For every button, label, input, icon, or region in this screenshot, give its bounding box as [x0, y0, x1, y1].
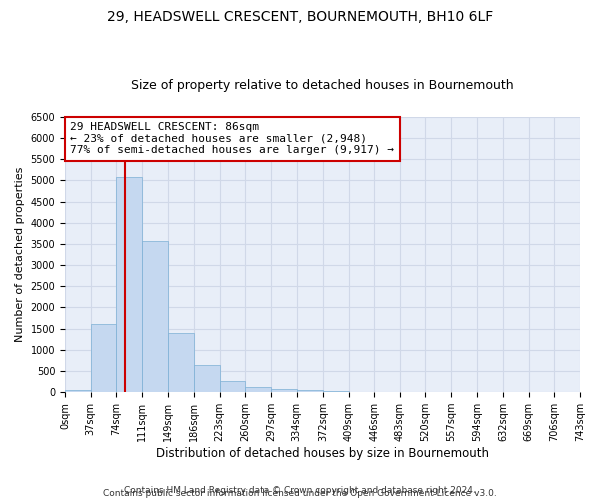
Bar: [220, 380, 245, 392]
Y-axis label: Number of detached properties: Number of detached properties: [15, 167, 25, 342]
X-axis label: Distribution of detached houses by size in Bournemouth: Distribution of detached houses by size …: [156, 447, 489, 460]
Bar: [65, 390, 91, 392]
Bar: [116, 177, 142, 392]
Text: Contains public sector information licensed under the Open Government Licence v3: Contains public sector information licen…: [103, 489, 497, 498]
Bar: [194, 365, 220, 392]
Text: 29, HEADSWELL CRESCENT, BOURNEMOUTH, BH10 6LF: 29, HEADSWELL CRESCENT, BOURNEMOUTH, BH1…: [107, 10, 493, 24]
Bar: [91, 324, 116, 392]
Bar: [168, 333, 194, 392]
Bar: [142, 240, 168, 392]
Title: Size of property relative to detached houses in Bournemouth: Size of property relative to detached ho…: [131, 79, 514, 92]
Bar: [296, 390, 323, 392]
Bar: [245, 387, 271, 392]
Text: Contains HM Land Registry data © Crown copyright and database right 2024.: Contains HM Land Registry data © Crown c…: [124, 486, 476, 495]
Text: 29 HEADSWELL CRESCENT: 86sqm
← 23% of detached houses are smaller (2,948)
77% of: 29 HEADSWELL CRESCENT: 86sqm ← 23% of de…: [70, 122, 394, 156]
Bar: [271, 389, 296, 392]
